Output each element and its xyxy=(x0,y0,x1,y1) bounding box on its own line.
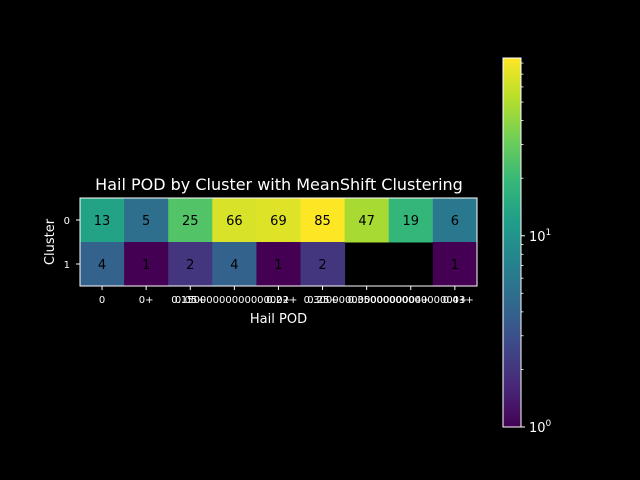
x-tick-label: 0.25+ xyxy=(307,295,338,306)
heatmap-cell-label: 47 xyxy=(358,214,375,229)
x-axis-ticks: 0 0+ 0.05+0.15000000000000002+0.2+ 0.25+0.3… xyxy=(99,286,474,306)
y-axis-label: Cluster xyxy=(43,218,58,265)
heatmap-cell xyxy=(212,242,257,287)
y-axis-ticks: 01 xyxy=(64,216,80,271)
y-tick-label: 0 xyxy=(64,216,70,227)
x-tick-label: 0.2+ xyxy=(266,295,290,306)
heatmap-cell-labels: 13 5 25 66 69 85 47 19 6 4 1 2 4 1 2 1 xyxy=(94,214,459,273)
heatmap-cell-label: 69 xyxy=(270,214,287,229)
heatmap-cell xyxy=(300,242,346,287)
heatmap-cell xyxy=(124,242,169,287)
heatmap-cell-label: 25 xyxy=(182,214,199,229)
heatmap-cell xyxy=(80,198,125,243)
heatmap-cell xyxy=(256,242,301,287)
heatmap-cell xyxy=(168,198,213,243)
heatmap-cell-label: 1 xyxy=(451,258,459,273)
x-tick-label: 0 xyxy=(99,295,105,306)
colorbar-gradient xyxy=(502,57,522,428)
colorbar-ticks: 100 101 xyxy=(521,62,552,436)
heatmap-cell xyxy=(256,198,301,243)
x-tick-label: 0.35000000000000003+ xyxy=(348,295,474,306)
colorbar-tick-label: 101 xyxy=(529,228,551,245)
x-tick-label: 0+ xyxy=(139,295,154,306)
heatmap-cell xyxy=(124,198,169,243)
heatmap-cell xyxy=(300,198,346,243)
heatmap-cell-label: 2 xyxy=(186,258,194,273)
x-tick-label: 0.4+ xyxy=(443,295,467,306)
x-tick-label: 0.15000000000000002+ xyxy=(171,295,297,306)
heatmap-cell-label: 66 xyxy=(226,214,243,229)
heatmap-cell xyxy=(432,242,478,287)
x-tick-label: 0.05+ xyxy=(175,295,206,306)
chart-title: Hail POD by Cluster with MeanShift Clust… xyxy=(95,175,463,194)
heatmap-cell-label: 19 xyxy=(402,214,419,229)
x-axis-label: Hail POD xyxy=(250,312,307,327)
colorbar: 100 101 xyxy=(502,57,552,436)
heatmap-cell-label: 4 xyxy=(230,258,238,273)
heatmap-cell-label: 13 xyxy=(94,214,111,229)
x-tick-label: 0.30000000000000004+ xyxy=(304,295,430,306)
heatmap-cell xyxy=(212,198,257,243)
heatmap-cell-label: 4 xyxy=(98,258,106,273)
heatmap-cell xyxy=(344,198,390,243)
heatmap-cell xyxy=(168,242,213,287)
heatmap-cells xyxy=(80,198,478,287)
y-tick-label: 1 xyxy=(64,260,70,271)
heatmap-cell xyxy=(388,198,434,243)
heatmap-cell xyxy=(80,242,125,287)
heatmap-cell-label: 2 xyxy=(318,258,326,273)
colorbar-tick-label: 100 xyxy=(529,419,552,436)
heatmap-cell-label: 1 xyxy=(274,258,282,273)
heatmap-cell-label: 5 xyxy=(142,214,150,229)
heatmap-cell-label: 1 xyxy=(142,258,150,273)
heatmap-cell-label: 85 xyxy=(314,214,331,229)
heatmap-cell-label: 6 xyxy=(451,214,459,229)
heatmap-cell xyxy=(432,198,478,243)
